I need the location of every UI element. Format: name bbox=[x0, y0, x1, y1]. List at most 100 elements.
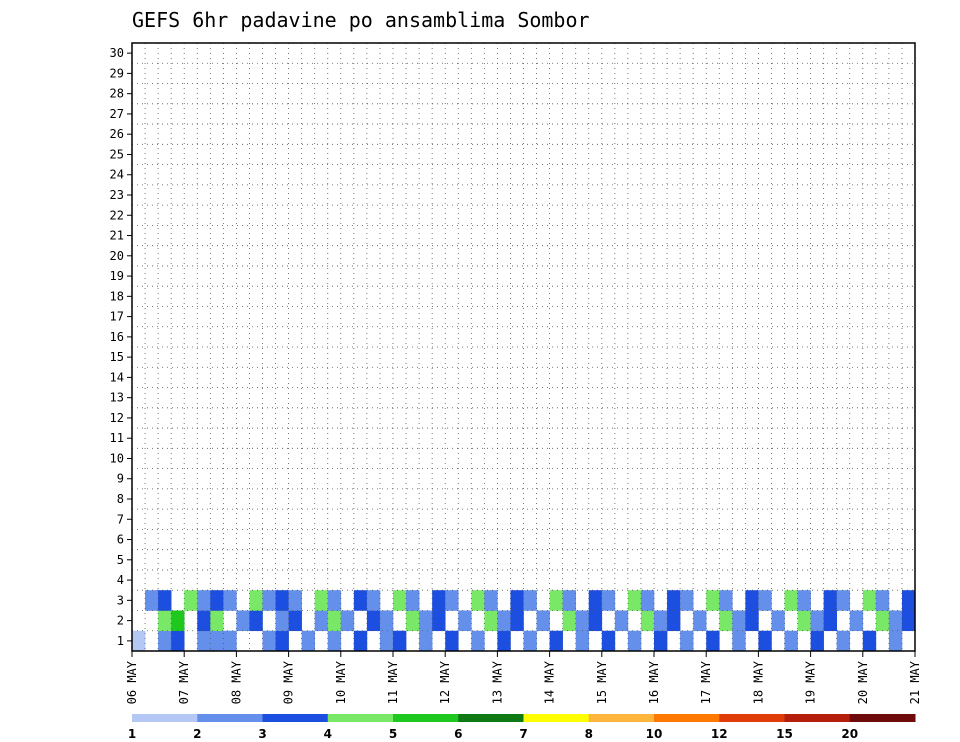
x-tick-label: 17 MAY bbox=[699, 660, 713, 704]
precip-cell bbox=[549, 630, 563, 652]
precip-cell bbox=[667, 590, 681, 611]
y-tick-label: 13 bbox=[110, 391, 124, 405]
legend-label: 20 bbox=[841, 727, 858, 741]
precip-cell bbox=[340, 610, 355, 632]
y-tick-label: 23 bbox=[110, 188, 124, 202]
y-tick-label: 8 bbox=[117, 492, 124, 506]
precip-cell bbox=[771, 610, 785, 632]
precip-cell bbox=[327, 590, 342, 611]
x-tick-label: 08 MAY bbox=[229, 660, 243, 704]
x-axis-ticks: 06 MAY 07 MAY 08 MAY 09 MAY 10 MAY 11 MAY 12 M… bbox=[125, 651, 922, 704]
y-tick-label: 6 bbox=[117, 533, 124, 547]
y-tick-label: 28 bbox=[110, 87, 124, 101]
precip-cell bbox=[171, 610, 185, 632]
x-tick-label: 21 MAY bbox=[908, 660, 922, 704]
chart-title: GEFS 6hr padavine po ansamblima Sombor bbox=[132, 8, 590, 32]
precip-cell bbox=[562, 610, 576, 632]
y-tick-label: 16 bbox=[110, 330, 124, 344]
precip-cell bbox=[197, 590, 211, 611]
precip-cell bbox=[445, 630, 459, 652]
precip-cell bbox=[275, 590, 289, 611]
precip-cell bbox=[523, 590, 537, 611]
precip-cell bbox=[145, 590, 159, 611]
precip-cell bbox=[693, 610, 707, 632]
precip-cell bbox=[849, 610, 864, 632]
y-tick-label: 26 bbox=[110, 127, 124, 141]
y-tick-label: 2 bbox=[117, 614, 124, 628]
y-tick-label: 21 bbox=[110, 229, 124, 243]
legend-label: 7 bbox=[519, 727, 527, 741]
legend-label: 3 bbox=[258, 727, 266, 741]
legend-swatch bbox=[197, 714, 263, 722]
precip-cell bbox=[262, 630, 276, 652]
precip-cell bbox=[275, 630, 289, 652]
precip-cell bbox=[223, 630, 237, 652]
precip-cell bbox=[484, 610, 498, 632]
precip-cell bbox=[797, 590, 811, 611]
x-tick-label: 14 MAY bbox=[543, 660, 557, 704]
precip-cell bbox=[784, 590, 798, 611]
precip-cell bbox=[327, 610, 342, 632]
precip-cell bbox=[614, 610, 629, 632]
precip-cell bbox=[249, 590, 263, 611]
legend-swatch bbox=[132, 714, 198, 722]
precip-cell bbox=[654, 630, 668, 652]
x-tick-label: 15 MAY bbox=[595, 660, 609, 704]
y-tick-label: 17 bbox=[110, 310, 124, 324]
precip-cell bbox=[523, 630, 537, 652]
precip-cell bbox=[210, 590, 224, 611]
precip-cell bbox=[640, 590, 655, 611]
precip-cell bbox=[719, 610, 733, 632]
precip-cell bbox=[562, 590, 576, 611]
precip-cell bbox=[745, 590, 759, 611]
y-tick-label: 14 bbox=[110, 370, 124, 384]
plot-frame bbox=[131, 42, 916, 652]
precip-cell bbox=[758, 630, 772, 652]
precip-cell bbox=[797, 610, 811, 632]
precip-cell bbox=[901, 590, 916, 611]
precip-cell bbox=[184, 590, 198, 611]
y-axis-ticks: 1234567891011121314151617181920212223242… bbox=[110, 46, 132, 648]
precip-cell bbox=[836, 630, 851, 652]
precip-cell bbox=[158, 610, 172, 632]
precip-cell bbox=[758, 590, 772, 611]
precip-cell bbox=[419, 630, 433, 652]
precip-cell bbox=[393, 630, 407, 652]
precip-cell bbox=[719, 590, 733, 611]
x-tick-label: 07 MAY bbox=[177, 660, 191, 704]
legend-label: 1 bbox=[128, 727, 136, 741]
precip-cell bbox=[288, 610, 302, 632]
y-tick-label: 3 bbox=[117, 593, 124, 607]
precip-cell bbox=[353, 590, 368, 611]
precip-cell bbox=[301, 630, 315, 652]
x-tick-label: 10 MAY bbox=[334, 660, 348, 704]
y-tick-label: 4 bbox=[117, 573, 124, 587]
precip-cell bbox=[314, 610, 329, 632]
y-tick-label: 5 bbox=[117, 553, 124, 567]
precip-cell bbox=[471, 630, 485, 652]
precip-cell bbox=[458, 610, 472, 632]
precip-cell bbox=[406, 610, 420, 632]
legend-label: 6 bbox=[454, 727, 462, 741]
precip-cell bbox=[158, 630, 172, 652]
precip-cell bbox=[419, 610, 433, 632]
legend-label: 10 bbox=[646, 727, 663, 741]
y-tick-label: 1 bbox=[117, 634, 124, 648]
precip-cell bbox=[366, 610, 381, 632]
precip-cell bbox=[601, 630, 616, 652]
precip-cell bbox=[810, 630, 824, 652]
y-tick-label: 27 bbox=[110, 107, 124, 121]
legend-swatch bbox=[654, 714, 720, 722]
precip-cell bbox=[497, 610, 511, 632]
precip-cell bbox=[210, 610, 224, 632]
precip-cell bbox=[875, 610, 890, 632]
legend-label: 12 bbox=[711, 727, 728, 741]
precip-cell bbox=[706, 590, 720, 611]
precip-cell bbox=[536, 610, 550, 632]
y-tick-label: 25 bbox=[110, 147, 124, 161]
precip-cell bbox=[654, 610, 668, 632]
precip-cell bbox=[314, 590, 329, 611]
precip-cell bbox=[471, 590, 485, 611]
precip-cell bbox=[823, 590, 837, 611]
grid-lines bbox=[132, 43, 915, 651]
